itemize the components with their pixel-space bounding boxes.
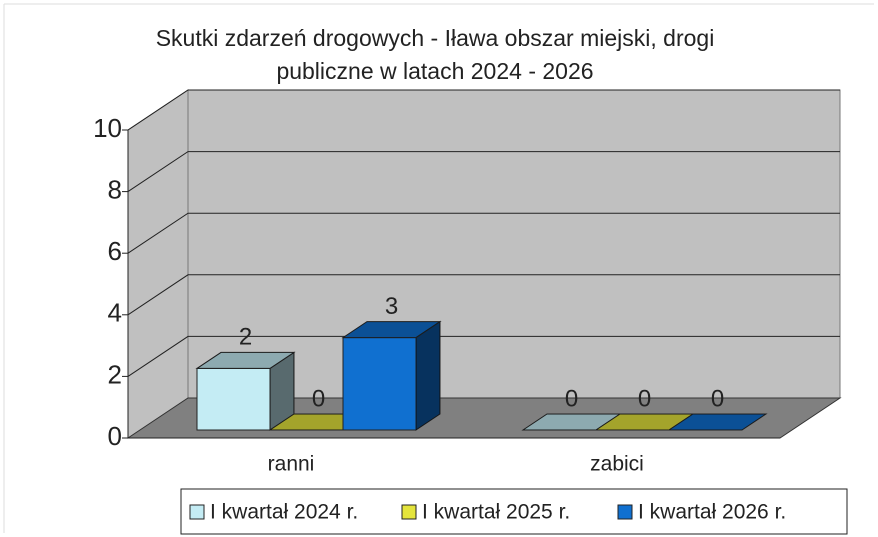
bar-front [196, 367, 271, 431]
bar-top [667, 413, 768, 431]
legend-label: I kwartał 2024 r. [210, 501, 358, 524]
grid-line [127, 274, 840, 316]
bar [667, 413, 768, 431]
data-label: 3 [385, 293, 398, 320]
legend-label: I kwartał 2025 r. [422, 501, 570, 524]
x-tick-label: zabici [590, 453, 644, 476]
chart-title: publiczne w latach 2024 - 2026 [276, 58, 593, 84]
grid-line [127, 89, 840, 131]
legend-swatch [617, 504, 633, 520]
y-tick-label: 6 [108, 236, 122, 266]
grid-line [127, 151, 840, 193]
legend-swatch [189, 504, 205, 520]
x-tick-label: ranni [268, 453, 315, 476]
side-wall [127, 89, 189, 439]
y-tick-label: 2 [108, 359, 122, 389]
bar-top [195, 351, 296, 369]
chart-title: Skutki zdarzeń drogowych - Iława obszar … [156, 25, 715, 51]
y-tick-label: 0 [108, 421, 122, 451]
bar-side-shade [270, 352, 294, 430]
bar [594, 413, 695, 431]
bar-side-shade [416, 321, 440, 430]
legend-label: I kwartał 2026 r. [638, 501, 786, 524]
legend-box [180, 488, 848, 535]
back-wall [187, 89, 841, 399]
grid-line [127, 212, 840, 254]
bar [521, 413, 622, 431]
bar-top-shade [197, 352, 294, 369]
bar-top-shade [596, 414, 693, 430]
legend-swatch [401, 504, 417, 520]
data-label: 0 [565, 385, 578, 412]
bar-top-shade [343, 321, 440, 338]
y-tick-label: 8 [108, 174, 122, 204]
bar-top [341, 321, 442, 339]
bar-front [342, 337, 417, 431]
bar [195, 351, 296, 431]
data-label: 0 [638, 385, 651, 412]
data-label: 0 [711, 385, 724, 412]
grid-line [127, 335, 840, 377]
y-tick-label: 10 [93, 113, 122, 143]
y-tick-label: 4 [108, 298, 122, 328]
data-label: 0 [312, 385, 325, 412]
data-label: 2 [239, 324, 252, 351]
bar [341, 320, 442, 431]
bar-top-shade [523, 414, 620, 430]
bar-top-shade [669, 414, 766, 430]
